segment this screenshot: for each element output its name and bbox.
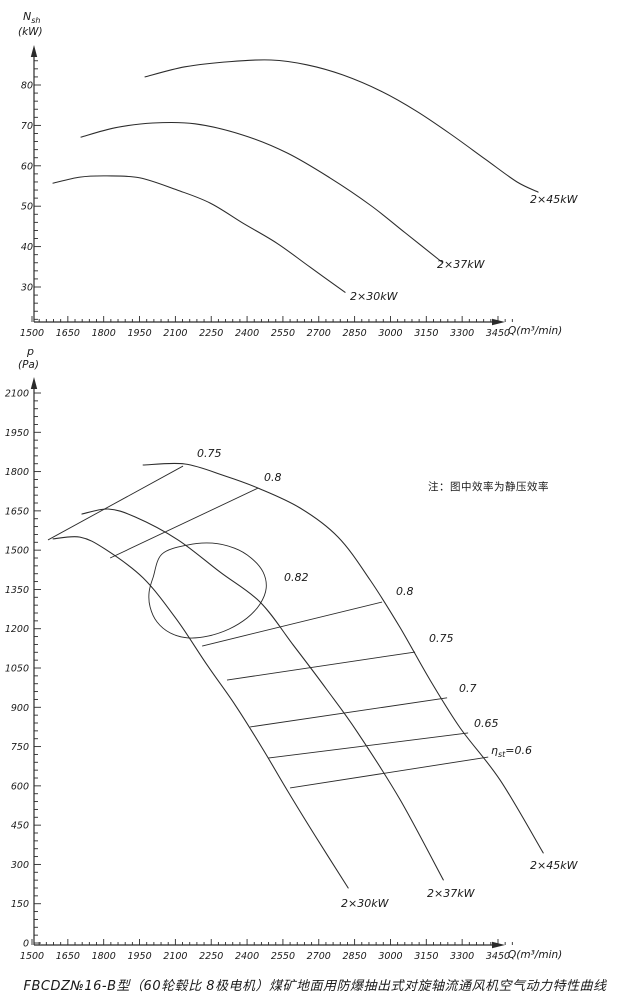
pressure-y-tick-label: 1350 [5, 585, 29, 596]
power-x-tick-label: 2700 [307, 328, 331, 339]
efficiency-contour-left-0.8 [109, 487, 259, 559]
pressure-y-tick-label: 600 [11, 781, 29, 792]
power-x-tick-label: 2400 [235, 328, 259, 339]
pressure-y-axis-arrow-icon [30, 377, 38, 389]
pressure-x-tick-label: 2250 [199, 951, 223, 962]
power-x-axis-title: Q(m³/min) [508, 325, 563, 337]
efficiency-contour-right-0.8 [202, 601, 383, 647]
pressure-x-axis-arrow-icon [492, 941, 505, 949]
power-x-tick-label: 1650 [56, 328, 80, 339]
efficiency-contour-left-0.75 [47, 465, 184, 541]
pressure-curve-label-1: 2×37kW [427, 887, 475, 900]
efficiency-contour-right-0.6 [290, 756, 489, 789]
power-y-tick-label: 80 [21, 81, 33, 92]
contour-label-0.8-2: 0.8 [396, 585, 414, 598]
power-y-axis-unit: (kW) [18, 26, 43, 38]
power-x-tick-label: 3000 [378, 328, 402, 339]
pressure-curve-1 [81, 508, 444, 881]
pressure-x-tick-label: 3000 [378, 951, 402, 962]
power-x-tick-label: 2850 [343, 328, 367, 339]
pressure-y-tick-label: 1800 [5, 467, 29, 478]
pressure-curve-label-2: 2×45kW [530, 859, 578, 872]
pressure-x-tick-label: 2400 [235, 951, 259, 962]
pressure-x-tick-label: 3450 [486, 951, 510, 962]
pressure-y-tick-label: 0 [23, 939, 29, 950]
pressure-y-tick-label: 1200 [5, 624, 29, 635]
power-curve-label-0: 2×30kW [350, 290, 398, 303]
pressure-y-tick-label: 1950 [5, 428, 29, 439]
pressure-x-axis-title: Q(m³/min) [508, 949, 563, 961]
power-axes: 1500 1650 1800 1950 2100 2250 2400 2550 2700 2850… [20, 45, 513, 339]
pressure-y-tick-label: 450 [11, 821, 29, 832]
pressure-curve-2 [142, 462, 544, 854]
power-y-tick-label: 40 [21, 242, 33, 253]
pressure-x-tick-label: 3300 [450, 951, 474, 962]
pressure-curve-0 [52, 536, 349, 889]
power-y-tick-label: 60 [21, 161, 33, 172]
pressure-y-axis-unit: (Pa) [18, 359, 39, 371]
power-y-axis-title: Nsh [23, 10, 41, 26]
pressure-curve-label-0: 2×30kW [341, 897, 389, 910]
contour-label-0.75-3: 0.75 [429, 632, 454, 645]
power-x-tick-label: 2100 [163, 328, 187, 339]
efficiency-contour-right-0.65 [268, 732, 469, 759]
efficiency-contour-right-0.7 [250, 697, 448, 728]
power-x-tick-label: 2550 [271, 328, 295, 339]
efficiency-contour-right-0.75 [226, 651, 416, 681]
power-curve-label-1: 2×37kW [437, 258, 485, 271]
pressure-y-tick-label: 900 [11, 703, 29, 714]
pressure-x-tick-label: 1950 [127, 951, 151, 962]
pressure-x-tick-label: 2850 [343, 951, 367, 962]
power-x-axis-arrow-icon [492, 318, 505, 326]
power-y-axis-arrow-icon [30, 45, 38, 57]
pressure-x-tick-label: 3150 [414, 951, 438, 962]
figure-caption: FBCDZ№16-B型（60轮毂比 8极电机）煤矿地面用防爆抽出式对旋轴流通风机… [23, 979, 607, 994]
power-y-tick-label: 30 [21, 283, 33, 294]
power-x-tick-label: 3150 [414, 328, 438, 339]
pressure-x-tick-label: 1650 [56, 951, 80, 962]
contour-label-0.7-4: 0.7 [459, 682, 477, 695]
pressure-x-tick-label: 1800 [92, 951, 116, 962]
pressure-x-tick-label: 1500 [20, 951, 44, 962]
pressure-y-tick-label: 2100 [5, 389, 29, 400]
pressure-x-tick-label: 2700 [307, 951, 331, 962]
power-x-tick-label: 3300 [450, 328, 474, 339]
power-x-tick-label: 2250 [199, 328, 223, 339]
pressure-x-tick-label: 2550 [271, 951, 295, 962]
pressure-y-axis-title: p [27, 345, 34, 358]
power-curve-0 [52, 175, 346, 293]
power-x-tick-label: 1500 [20, 328, 44, 339]
pressure-y-tick-label: 300 [11, 860, 29, 871]
contour-label-0.82: 0.82 [284, 571, 309, 584]
power-y-tick-label: 50 [21, 202, 33, 213]
pressure-y-tick-label: 1500 [5, 546, 29, 557]
power-curve-2 [144, 59, 539, 193]
power-curve-label-2: 2×45kW [530, 193, 578, 206]
pressure-y-tick-label: 150 [11, 899, 29, 910]
contour-label-0.75-0: 0.75 [197, 447, 222, 460]
efficiency-note: 注：图中效率为静压效率 [428, 481, 549, 493]
contour-label-eta-0.6: ηst=0.6 [491, 744, 533, 760]
power-x-tick-label: 1950 [127, 328, 151, 339]
efficiency-contour-loop-0.82 [148, 542, 267, 639]
contour-label-0.8-1: 0.8 [264, 471, 282, 484]
power-y-tick-label: 70 [21, 121, 33, 132]
pressure-x-tick-label: 2100 [163, 951, 187, 962]
power-x-tick-label: 1800 [92, 328, 116, 339]
contour-label-0.65-5: 0.65 [474, 717, 499, 730]
pressure-y-tick-label: 1650 [5, 506, 29, 517]
pressure-y-tick-label: 1050 [5, 664, 29, 675]
pressure-y-tick-label: 750 [11, 742, 29, 753]
power-curve-1 [80, 121, 443, 263]
power-x-tick-label: 3450 [486, 328, 510, 339]
pressure-axes: 1500 1650 1800 1950 2100 2250 2400 2550 2700 2850… [5, 377, 513, 962]
